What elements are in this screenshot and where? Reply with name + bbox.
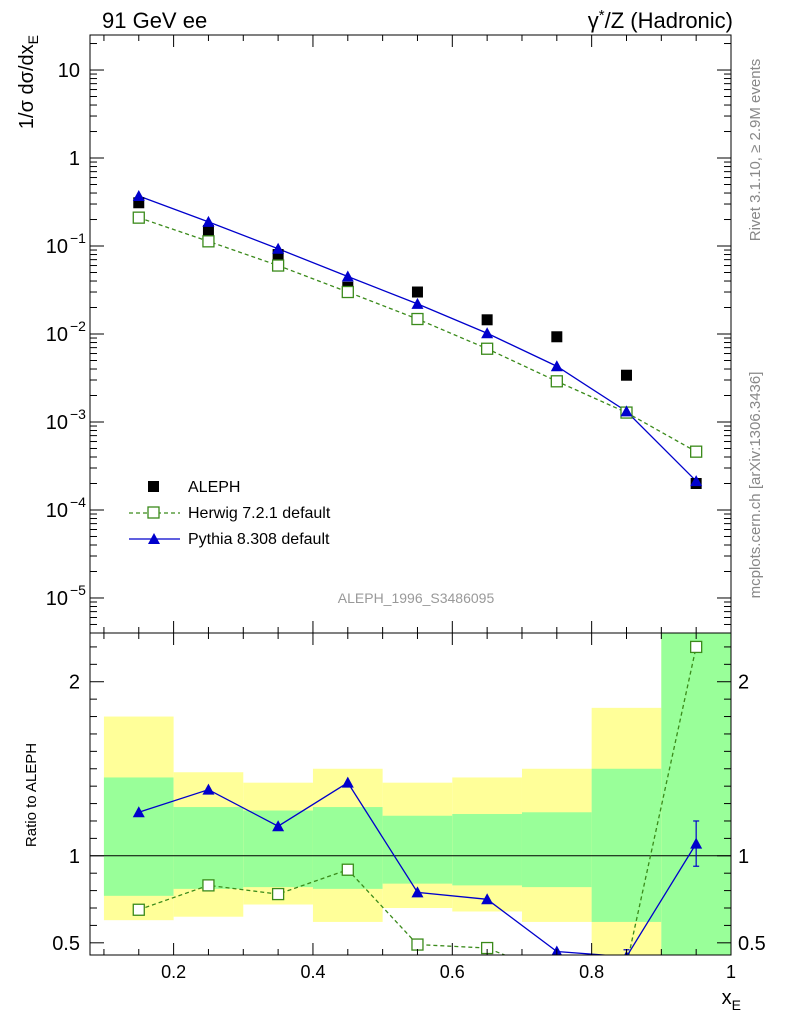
herwig-ratio-point (132, 903, 145, 916)
aleph-point (411, 286, 423, 298)
aleph-point (202, 225, 214, 237)
legend-aleph-marker (148, 481, 159, 492)
main-plot-area (132, 190, 703, 489)
header-right: γ*/Z (Hadronic) (588, 7, 733, 33)
main-y-tick-exponent: −3 (70, 406, 86, 422)
main-ylabel: 1/σ dσ/dxE (16, 35, 41, 129)
x-axis-label: xE (722, 987, 741, 1013)
main-y-tick-label: 10 (58, 60, 80, 82)
aleph-point (133, 197, 145, 209)
herwig-ratio-point (621, 960, 632, 971)
main-y-tick-exponent: −5 (70, 582, 86, 598)
pythia-ratio-point (690, 837, 703, 849)
rivet-label: Rivet 3.1.10, ≥ 2.9M events (747, 59, 764, 242)
ratio-y-tick-label-right: 1 (738, 846, 749, 868)
herwig-line (138, 217, 697, 453)
x-tick-label: 0.6 (440, 962, 465, 982)
legend-aleph-label: ALEPH (188, 479, 240, 496)
pythia-point (202, 215, 215, 227)
herwig-ratio-point (202, 879, 215, 892)
pythia-point (132, 190, 145, 202)
mcplots-label: mcplots.cern.ch [arXiv:1306.3436] (747, 372, 764, 599)
pythia-point (272, 242, 285, 254)
ratio-y-tick-label-right: 2 (738, 672, 749, 694)
x-tick-label: 0.4 (300, 962, 325, 982)
pythia-point (550, 360, 563, 372)
header-left: 91 GeV ee (102, 8, 207, 33)
herwig-point (411, 312, 424, 326)
herwig-point (271, 259, 285, 272)
herwig-point (341, 285, 354, 299)
legend-herwig-label: Herwig 7.2.1 default (188, 505, 331, 522)
main-y-tick-exponent: −1 (70, 230, 86, 246)
ratio-band-green (173, 807, 244, 889)
pythia-ratio-point (202, 783, 215, 795)
ratio-band-green (452, 814, 522, 886)
ratio-band-green (382, 815, 453, 884)
main-y-tick-label: 10 (46, 236, 68, 258)
herwig-ratio-point (271, 887, 285, 901)
ratio-band-green (312, 807, 383, 889)
main-y-tick-label: 1 (69, 148, 80, 170)
main-y-tick-label: 10 (46, 500, 68, 522)
pythia-ratio-point (132, 806, 145, 818)
legend: ALEPH Herwig 7.2.1 default Pythia 8.308 … (129, 479, 331, 548)
pythia-ratio-point (481, 893, 494, 905)
pythia-point (690, 475, 703, 487)
pythia-point (620, 405, 633, 417)
ratio-band-green (661, 633, 731, 955)
herwig-ratio-point (690, 640, 703, 654)
main-y-tick-exponent: −2 (70, 318, 86, 334)
pythia-line (138, 195, 697, 482)
ratio-ylabel: Ratio to ALEPH (23, 743, 40, 847)
legend-pythia-marker (148, 533, 160, 544)
aleph-point (481, 314, 493, 326)
aleph-point (551, 331, 563, 343)
aleph-point (272, 249, 284, 261)
aleph-point (620, 369, 632, 381)
herwig-point (550, 375, 563, 388)
herwig-point (202, 235, 215, 248)
pythia-ratio-point (272, 820, 285, 832)
herwig-ratio-point (411, 938, 424, 951)
ratio-band-green (521, 812, 592, 888)
ratio-y-tick-label-left: 1 (69, 846, 80, 868)
pythia-point (411, 297, 424, 309)
main-panel-frame (89, 34, 732, 634)
main-y-tick-label: 10 (46, 588, 68, 610)
main-y-tick-label: 10 (46, 324, 68, 346)
pythia-point (481, 327, 494, 339)
herwig-point (480, 342, 494, 355)
herwig-ratio-point (341, 863, 354, 876)
herwig-ratio-point (551, 970, 562, 981)
ratio-band-green (591, 768, 662, 922)
ratio-y-tick-label-right: 0.5 (738, 933, 766, 955)
main-y-tick-exponent: −4 (70, 494, 86, 510)
ratio-y-tick-label-left: 0.5 (52, 933, 80, 955)
legend-pythia-label: Pythia 8.308 default (188, 531, 330, 548)
ratio-panel-frame (89, 632, 732, 956)
x-tick-label: 0.8 (579, 962, 604, 982)
ratio-plot-area (132, 640, 703, 981)
pythia-ratio-point (411, 886, 424, 898)
main-y-tick-label: 10 (46, 412, 68, 434)
x-tick-label: 1 (726, 962, 736, 982)
x-tick-label: 0.2 (161, 962, 186, 982)
legend-herwig-marker (147, 506, 160, 519)
herwig-point (132, 211, 145, 224)
ratio-band-green (103, 777, 174, 896)
ratio-y-tick-label-left: 2 (69, 672, 80, 694)
herwig-point (690, 445, 703, 458)
pythia-ratio-point (341, 776, 354, 788)
pythia-point (341, 270, 354, 282)
watermark: ALEPH_1996_S3486095 (338, 590, 495, 606)
